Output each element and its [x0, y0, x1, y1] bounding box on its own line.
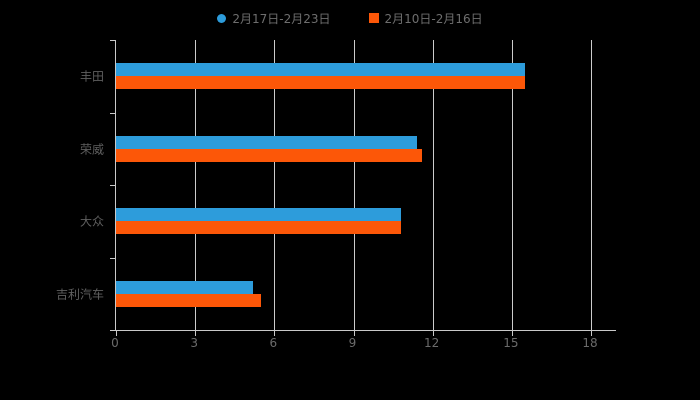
gridline — [591, 40, 592, 330]
chart-legend: 2月17日-2月23日 2月10日-2月16日 — [0, 8, 700, 28]
y-tickmark — [110, 185, 116, 186]
x-tickmark — [195, 330, 197, 336]
bar-week2 — [116, 63, 526, 77]
x-tick-label: 12 — [424, 336, 440, 350]
y-tickmark — [110, 112, 116, 114]
plot-area — [110, 40, 616, 336]
category-label: 丰田 — [79, 69, 104, 84]
legend-item-week2[interactable]: 2月17日-2月23日 — [217, 10, 331, 27]
gridline — [511, 40, 513, 330]
x-tick-label: 6 — [269, 336, 278, 350]
x-tickmark — [432, 330, 434, 336]
x-tickmark — [591, 330, 592, 336]
bar-week1 — [116, 76, 526, 90]
legend-circle-marker-icon — [217, 13, 227, 23]
value-axis-labels: 0 3 6 9 12 15 18 — [111, 336, 615, 356]
x-tick-label: 15 — [503, 336, 519, 350]
bar-week2 — [116, 135, 417, 149]
legend-item-week1[interactable]: 2月10日-2月16日 — [368, 10, 483, 27]
legend-label: 2月10日-2月16日 — [384, 11, 483, 26]
x-tickmark — [511, 330, 513, 336]
x-tick-label: 9 — [348, 336, 357, 350]
gridline — [274, 40, 276, 330]
gridline — [353, 40, 355, 330]
category-axis-labels: 丰田荣威大众吉利汽车 — [0, 40, 108, 330]
y-tickmark — [110, 330, 116, 331]
bar-week1 — [116, 148, 423, 162]
bar-week2 — [116, 280, 254, 294]
category-label: 吉利汽车 — [55, 287, 104, 302]
legend-label: 2月17日-2月23日 — [232, 11, 331, 26]
x-tickmark — [274, 330, 276, 336]
x-tick-label: 3 — [190, 336, 198, 350]
category-label: 大众 — [79, 214, 104, 229]
x-tickmark — [116, 330, 117, 336]
bar-week1 — [116, 293, 262, 307]
legend-square-marker-icon — [368, 13, 379, 23]
bar-week2 — [116, 208, 401, 222]
y-tickmark — [110, 40, 116, 41]
category-label: 荣威 — [79, 142, 104, 157]
bar-week1 — [116, 221, 401, 235]
x-tick-label: 0 — [111, 336, 119, 350]
gridline — [195, 40, 197, 330]
y-tickmark — [110, 257, 116, 259]
gridline — [432, 40, 434, 330]
x-tickmark — [353, 330, 355, 336]
x-tick-label: 18 — [582, 336, 598, 350]
